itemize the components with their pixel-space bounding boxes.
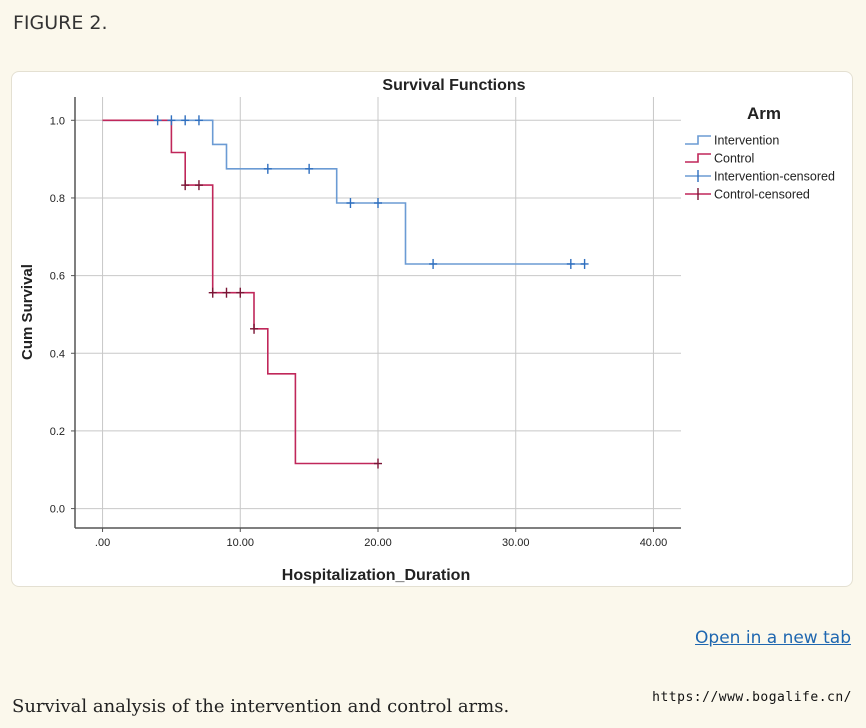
tick-labels: .00 10.00 20.00 30.00 40.00 0.0 0.2 0.4 0.6 0.8 1.… [50,115,668,549]
y-axis-label: Cum Survival [19,264,36,360]
censor-marker-control [208,287,217,298]
legend: Arm Intervention Control Intervention-cens… [685,104,835,202]
x-tick-label: 30.00 [502,537,530,549]
legend-label: Control-censored [714,188,810,202]
censor-marker-control [181,180,190,191]
censor-marker-control [222,287,231,298]
censor-markers [153,115,589,469]
legend-label: Intervention [714,134,779,148]
censor-marker-control [194,180,203,191]
y-tick-label: 0.8 [50,193,65,205]
legend-step-swatch [685,153,711,163]
legend-title: Arm [747,104,781,123]
legend-entry: Intervention [685,134,779,148]
legend-entry: Control [685,152,754,166]
y-tick-label: 0.6 [50,271,65,283]
watermark-text: https://www.bogalife.cn/ [652,690,852,705]
x-tick-label: 20.00 [364,537,392,549]
series-lines [102,119,585,465]
legend-step-swatch [685,135,711,145]
censor-marker-intervention [153,115,162,126]
censor-marker-control [236,287,245,298]
legend-entry: Intervention-censored [685,170,835,184]
censor-marker-intervention [346,198,355,209]
x-tick-label: 10.00 [227,537,255,549]
censor-marker-intervention [167,115,176,126]
censor-marker-intervention [429,258,438,269]
censor-marker-intervention [194,115,203,126]
censor-marker-control [374,458,382,469]
y-tick-label: 0.0 [50,504,65,516]
x-axis-label: Hospitalization_Duration [282,567,470,584]
censor-marker-intervention [305,163,314,174]
legend-label: Control [714,152,754,166]
censor-marker-intervention [181,115,190,126]
series-line-control [102,119,378,465]
series-line-intervention [102,119,585,265]
chart-title: Survival Functions [382,77,525,94]
censor-marker-intervention [580,258,589,269]
open-in-new-tab-link[interactable]: Open in a new tab [695,628,851,648]
censor-marker-control [250,323,259,334]
censor-marker-intervention [374,198,382,209]
x-tick-label: .00 [95,537,110,549]
legend-label: Intervention-censored [714,170,835,184]
censor-marker-intervention [263,163,272,174]
censor-marker-intervention [566,258,575,269]
y-tick-label: 1.0 [50,115,65,127]
x-tick-label: 40.00 [640,537,668,549]
y-tick-label: 0.2 [50,426,65,438]
survival-chart: .00 10.00 20.00 30.00 40.00 0.0 0.2 0.4 0.6 0.8 1.… [19,77,835,584]
figure-frame: .00 10.00 20.00 30.00 40.00 0.0 0.2 0.4 0.6 0.8 1.… [11,71,853,587]
y-tick-label: 0.4 [50,348,65,360]
figure-caption: Survival analysis of the intervention an… [12,696,510,717]
figure-label: FIGURE 2. [13,12,108,34]
legend-entry: Control-censored [685,188,810,202]
